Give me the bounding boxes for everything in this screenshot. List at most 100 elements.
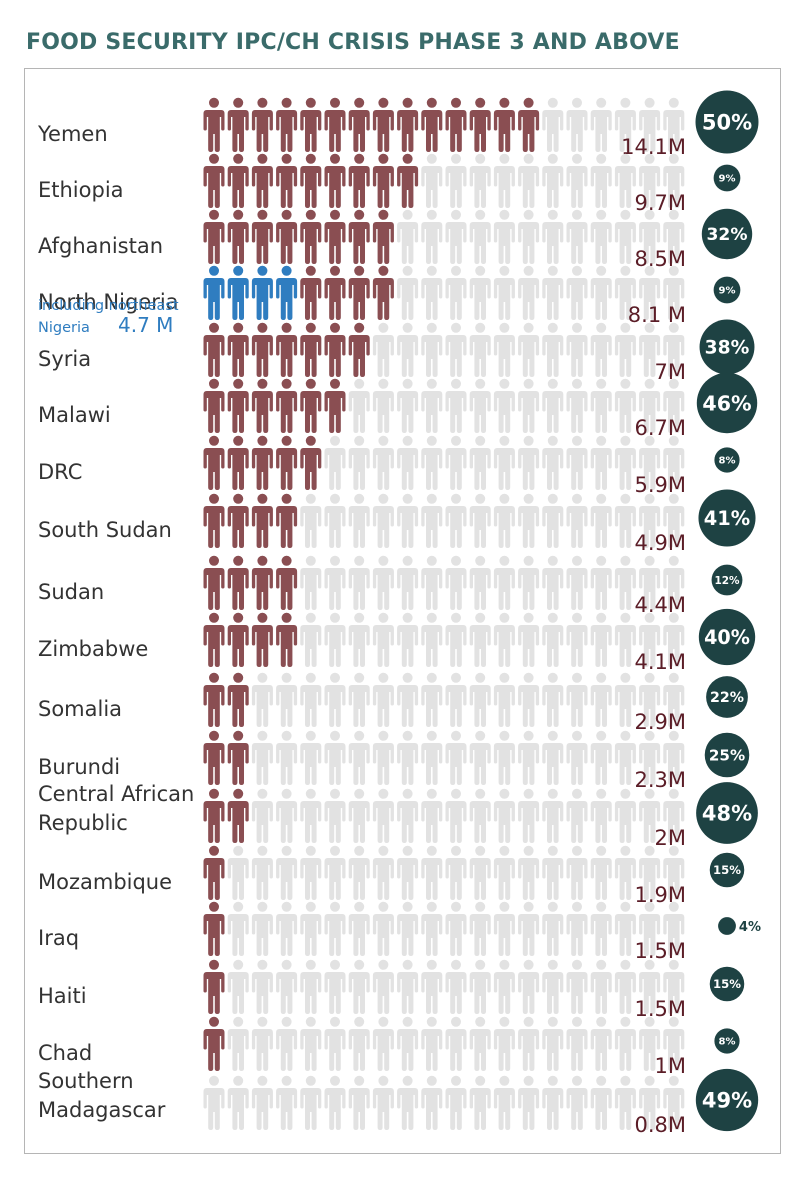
person-icon-empty: [445, 1016, 467, 1071]
person-icon-filled: [203, 378, 225, 433]
person-icon-empty: [590, 378, 612, 433]
percent-badge: [695, 90, 759, 154]
country-label: Madagascar: [38, 1098, 166, 1122]
person-icon-empty: [251, 1016, 273, 1071]
person-icon-empty: [542, 209, 564, 264]
person-icon-filled: [227, 555, 249, 610]
person-icon-empty: [590, 1016, 612, 1071]
person-icon-empty: [663, 788, 685, 843]
country-row: Chad 1M 8%: [38, 1016, 740, 1078]
person-icon-empty: [518, 788, 540, 843]
person-icon-filled: [276, 209, 298, 264]
person-icon-empty: [300, 493, 322, 548]
person-icon-empty: [663, 209, 685, 264]
person-icon-empty: [227, 1075, 249, 1130]
person-icon-empty: [639, 97, 661, 152]
person-icon-filled: [469, 97, 491, 152]
person-icon-empty: [518, 845, 540, 900]
percent-badge: [704, 732, 750, 778]
person-icon-empty: [493, 730, 515, 785]
person-icon-empty: [639, 378, 661, 433]
person-icon-empty: [276, 1016, 298, 1071]
person-icon-empty: [348, 730, 370, 785]
percent-badge: [709, 852, 745, 888]
person-icon-empty: [590, 153, 612, 208]
person-icon-empty: [614, 435, 636, 490]
percent-badge: [714, 447, 740, 473]
person-icon-empty: [614, 265, 636, 320]
person-icon-empty: [542, 265, 564, 320]
percent-label: 50%: [702, 111, 752, 135]
person-icon-filled: [276, 97, 298, 152]
person-icon-filled: [227, 672, 249, 727]
person-icon-filled: [203, 845, 225, 900]
person-icon-empty: [566, 265, 588, 320]
person-icon-filled: [251, 209, 273, 264]
country-row: Afghanistan 8.5M 32%: [38, 208, 753, 271]
person-icon-empty: [348, 555, 370, 610]
value-label: 1.5M: [634, 939, 686, 963]
person-icon-empty: [614, 153, 636, 208]
country-row: South Sudan 4.9M 41%: [38, 489, 756, 555]
person-icon-empty: [469, 612, 491, 667]
person-icon-empty: [372, 1075, 394, 1130]
person-icon-empty: [469, 959, 491, 1014]
country-label: Malawi: [38, 403, 111, 427]
percent-label: 9%: [719, 174, 736, 185]
person-icon-filled: [203, 959, 225, 1014]
value-label: 2.9M: [634, 710, 686, 734]
chart-title: FOOD SECURITY IPC/CH CRISIS PHASE 3 AND …: [26, 30, 680, 55]
person-icon-filled: [445, 97, 467, 152]
person-icon-empty: [493, 378, 515, 433]
person-icon-filled: [300, 378, 322, 433]
value-label: 1.9M: [634, 883, 686, 907]
value-label: 1M: [655, 1054, 686, 1078]
person-icon-empty: [348, 672, 370, 727]
person-icon-empty: [542, 1075, 564, 1130]
person-icon-filled: [227, 788, 249, 843]
person-icon-empty: [518, 322, 540, 377]
person-icon-filled: [251, 153, 273, 208]
person-icon-empty: [542, 435, 564, 490]
person-icon-empty: [445, 901, 467, 956]
person-icon-empty: [276, 1075, 298, 1130]
person-icon-filled: [203, 612, 225, 667]
person-icon-empty: [566, 493, 588, 548]
country-row: Malawi 6.7M 46%: [38, 372, 758, 440]
person-icon-empty: [566, 97, 588, 152]
person-icon-empty: [348, 959, 370, 1014]
person-icon-empty: [614, 845, 636, 900]
person-icon-empty: [372, 788, 394, 843]
person-icon-empty: [542, 378, 564, 433]
person-icon-empty: [614, 959, 636, 1014]
country-label: Central African: [38, 782, 194, 806]
percent-label: 12%: [714, 575, 740, 587]
person-icon-empty: [542, 845, 564, 900]
percent-badge: [713, 164, 741, 192]
person-icon-empty: [566, 153, 588, 208]
person-icon-filled: [227, 730, 249, 785]
person-icon-filled: [276, 493, 298, 548]
person-icon-filled: [203, 672, 225, 727]
country-row: Haiti 1.5M 15%: [38, 959, 745, 1021]
person-icon-empty: [590, 265, 612, 320]
person-icon-highlight: [227, 265, 249, 320]
person-icon-empty: [566, 555, 588, 610]
country-row: Southern Madagascar 0.8M 49%: [38, 1068, 759, 1137]
person-icon-filled: [251, 435, 273, 490]
person-icon-empty: [397, 265, 419, 320]
person-icon-empty: [493, 788, 515, 843]
person-icon-empty: [469, 1075, 491, 1130]
person-icon-filled: [324, 209, 346, 264]
person-icon-empty: [614, 1016, 636, 1071]
person-icon-empty: [639, 265, 661, 320]
person-icon-filled: [300, 265, 322, 320]
person-icon-filled: [227, 209, 249, 264]
percent-badge: [696, 372, 758, 434]
country-label: South Sudan: [38, 518, 172, 542]
person-icon-empty: [493, 1016, 515, 1071]
person-icon-filled: [348, 153, 370, 208]
person-icon-empty: [372, 322, 394, 377]
country-row: Somalia 2.9M 22%: [38, 672, 748, 734]
